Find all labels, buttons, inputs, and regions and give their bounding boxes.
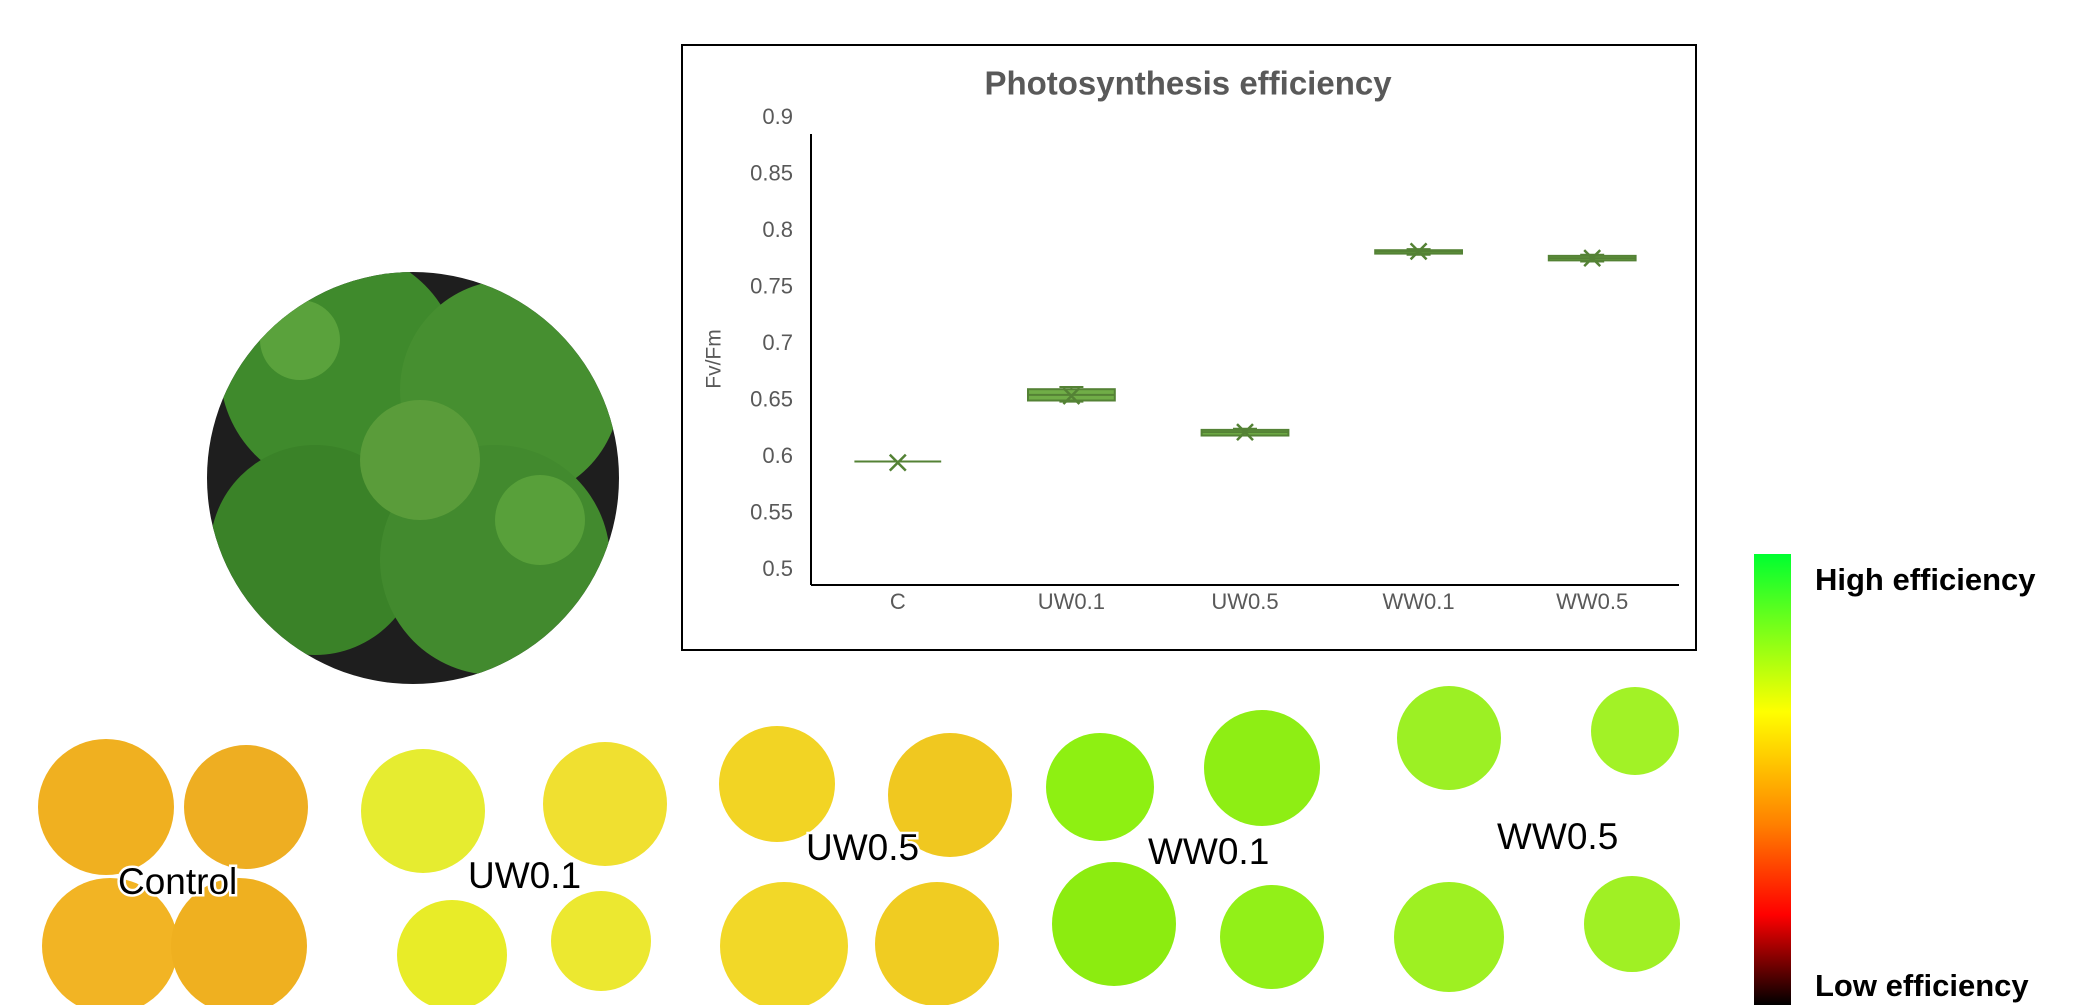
panel-label: Control (118, 861, 237, 902)
panel-label: UW0.5 (806, 827, 919, 868)
y-tick-label: 0.85 (750, 160, 793, 185)
plant-images (38, 686, 1680, 1005)
panel-label: WW0.1 (1148, 831, 1269, 872)
panel-label: UW0.1 (468, 855, 581, 896)
colorbar-low-label: Low efficiency (1815, 968, 2029, 1003)
y-tick-label: 0.5 (762, 556, 793, 581)
mean-marker (1236, 423, 1254, 442)
y-tick-label: 0.8 (762, 217, 793, 242)
mean-marker (1583, 249, 1602, 268)
x-tick-label: UW0.5 (1211, 589, 1278, 614)
plot: 0.5 0.55 0.6 0.65 0.7 0.75 0.8 0.85 0.9 C UW0.1 UW0… (750, 104, 1679, 614)
x-tick-label: WW0.1 (1383, 589, 1455, 614)
x-tick-label: C (890, 589, 906, 614)
x-tick-label: UW0.1 (1038, 589, 1105, 614)
mean-marker (1062, 387, 1081, 405)
y-tick-label: 0.55 (750, 499, 793, 524)
plant-photo (207, 272, 619, 684)
y-tick-label: 0.7 (762, 330, 793, 355)
y-axis-label: Fv/Fm (703, 329, 726, 388)
y-tick-label: 0.75 (750, 273, 793, 298)
y-tick-label: 0.65 (750, 386, 793, 411)
chart-title: Photosynthesis efficiency (984, 65, 1392, 102)
y-tick-label: 0.9 (762, 104, 793, 129)
x-tick-label: WW0.5 (1556, 589, 1628, 614)
colorbar (1754, 554, 1791, 1005)
panel-label: WW0.5 (1497, 816, 1618, 857)
mean-marker (1409, 242, 1428, 261)
mean-marker (888, 453, 907, 472)
chart-frame (681, 44, 1697, 651)
y-tick-label: 0.6 (762, 443, 793, 468)
colorbar-high-label: High efficiency (1815, 562, 2036, 597)
